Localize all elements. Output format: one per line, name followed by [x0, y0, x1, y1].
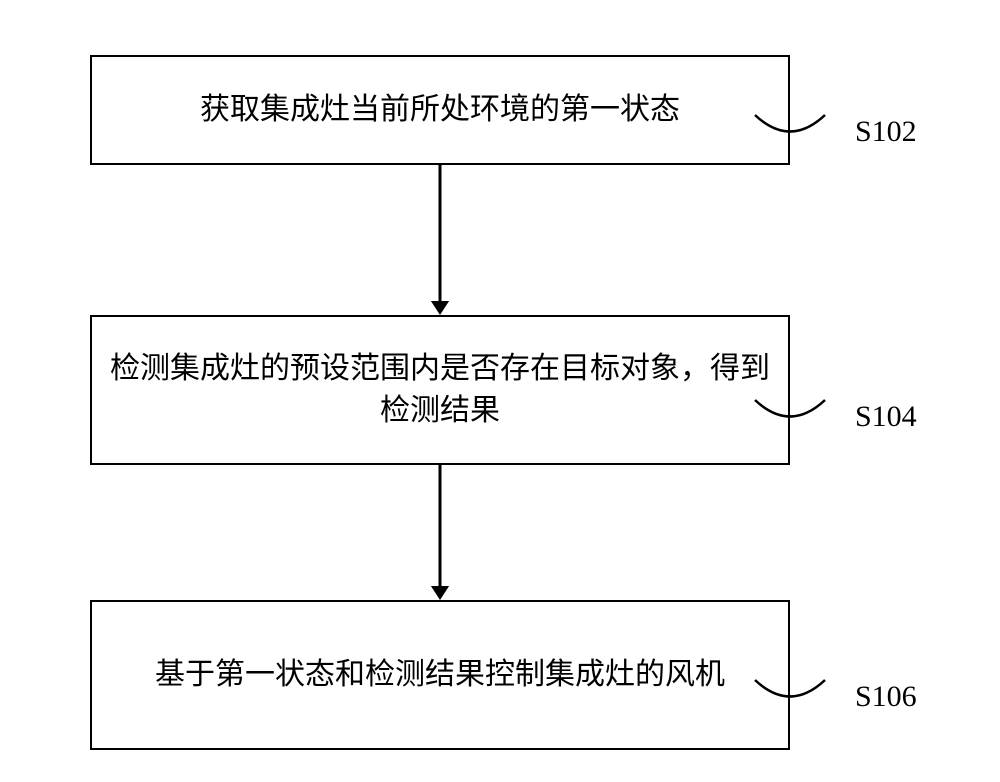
step-label-n1: S102: [855, 115, 917, 149]
flow-box-n2: 检测集成灶的预设范围内是否存在目标对象，得到检测结果: [90, 315, 790, 465]
label-connector: [740, 80, 840, 180]
label-connector: [740, 365, 840, 465]
flow-box-text: 获取集成灶当前所处环境的第一状态: [185, 89, 695, 131]
step-label-n2: S104: [855, 400, 917, 434]
step-label-n3: S106: [855, 680, 917, 714]
flowchart-canvas: 获取集成灶当前所处环境的第一状态 S102 检测集成灶的预设范围内是否存在目标对象，…: [0, 0, 1000, 782]
flow-box-text: 基于第一状态和检测结果控制集成灶的风机: [140, 654, 740, 696]
flow-box-n3: 基于第一状态和检测结果控制集成灶的风机: [90, 600, 790, 750]
flow-box-text: 检测集成灶的预设范围内是否存在目标对象，得到检测结果: [92, 348, 788, 432]
flow-arrow: [420, 165, 460, 315]
flow-box-n1: 获取集成灶当前所处环境的第一状态: [90, 55, 790, 165]
label-connector: [740, 645, 840, 745]
flow-arrow: [420, 465, 460, 600]
